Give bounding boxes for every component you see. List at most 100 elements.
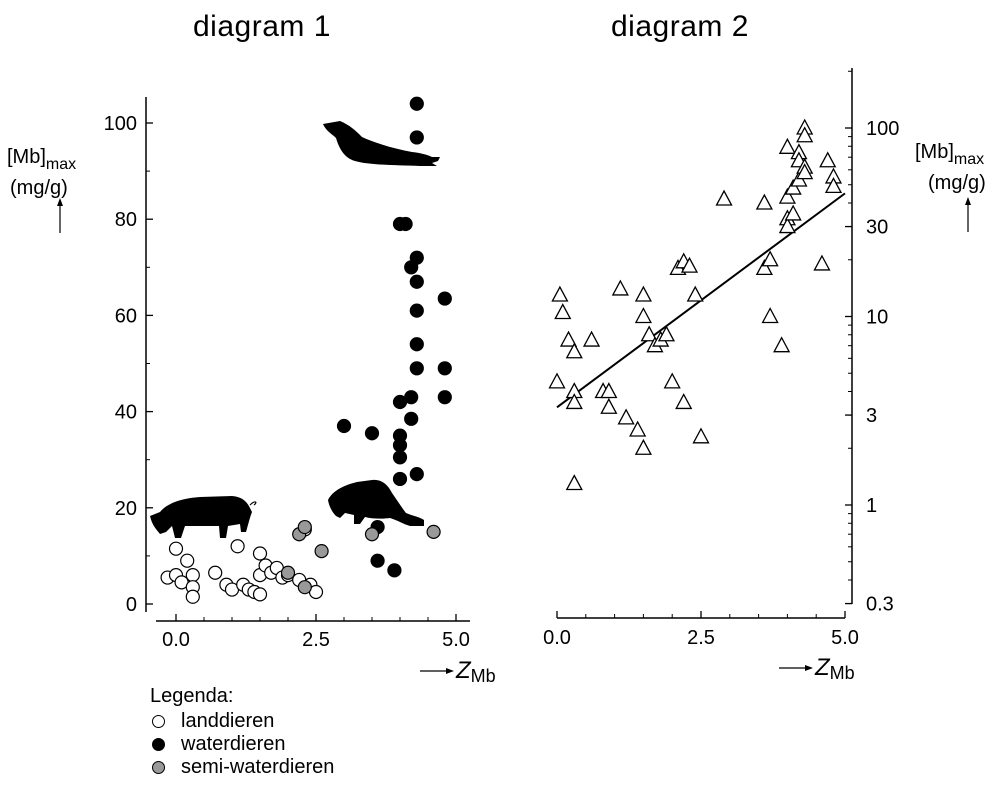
- ylabel-arrowhead: [57, 198, 63, 206]
- diagram-1-title: diagram 1: [193, 10, 331, 43]
- legend-label: waterdieren: [181, 733, 286, 755]
- data-point-triangle: [813, 254, 831, 271]
- ylabel-main: [Mb]: [7, 146, 46, 168]
- data-point-semi-waterdieren: [314, 543, 329, 559]
- svg-text:[Mb]max: [Mb]max: [915, 141, 984, 168]
- data-point-triangle: [554, 303, 572, 320]
- x-tick-label: 5.0: [442, 629, 470, 651]
- data-point-triangle: [582, 330, 601, 347]
- data-point-triangle: [784, 178, 802, 195]
- data-point-semi-waterdieren: [426, 524, 441, 539]
- data-point-waterdieren: [404, 260, 419, 275]
- data-point-triangle: [778, 137, 796, 154]
- data-point-triangle: [640, 325, 658, 342]
- data-point-triangle: [629, 420, 647, 437]
- beaver-silhouette: [328, 479, 424, 526]
- data-point-waterdieren: [437, 361, 452, 376]
- data-point-landdieren: [185, 589, 200, 604]
- data-point-landdieren: [230, 539, 245, 554]
- data-point-triangle: [617, 408, 635, 425]
- y-tick-label: 60: [115, 305, 137, 327]
- data-point-landdieren: [208, 565, 223, 580]
- data-point-semi-waterdieren: [297, 580, 312, 595]
- data-point-triangle: [796, 126, 814, 143]
- data-point-triangle: [548, 372, 566, 389]
- data-point-waterdieren: [409, 130, 424, 145]
- data-point-triangle: [755, 193, 773, 210]
- data-point-triangle: [565, 474, 583, 491]
- legend-marker-white: [152, 715, 165, 728]
- pig-silhouette: [150, 496, 257, 538]
- data-point-triangle: [680, 256, 699, 273]
- diagram-1-ylabel: [Mb]max (mg/g): [7, 146, 76, 233]
- ylabel-unit: (mg/g): [10, 177, 68, 199]
- diagram-2-xlabel: ZMb: [779, 654, 855, 683]
- legend-marker-black: [152, 738, 165, 751]
- data-point-triangle: [715, 189, 733, 206]
- data-point-waterdieren: [409, 303, 424, 318]
- data-point-semi-waterdieren: [297, 519, 312, 535]
- y-tick-label: 80: [115, 209, 137, 231]
- data-point-landdieren: [252, 546, 268, 561]
- data-point-waterdieren: [409, 337, 424, 352]
- legend-label: semi-waterdieren: [181, 756, 335, 778]
- y-tick-label: 0: [126, 594, 137, 616]
- xlabel-sub: Mb: [830, 663, 855, 683]
- legend-label: landdieren: [181, 710, 275, 732]
- data-point-waterdieren: [437, 291, 452, 306]
- data-point-landdieren: [185, 568, 200, 583]
- data-point-triangle: [796, 163, 814, 180]
- data-point-triangle: [663, 372, 681, 389]
- legend-item-landdieren: landdieren: [150, 710, 334, 733]
- data-point-landdieren: [168, 541, 184, 556]
- ylabel-sub: max: [954, 151, 984, 168]
- data-point-triangle: [784, 204, 802, 221]
- y-tick-label: 10: [866, 307, 888, 329]
- legend-item-waterdieren: waterdieren: [150, 733, 334, 756]
- data-point-waterdieren: [392, 450, 408, 465]
- data-point-triangle: [692, 427, 710, 444]
- data-point-triangle: [611, 279, 629, 296]
- ylabel-unit: (mg/g): [928, 172, 986, 194]
- y-tick-label: 20: [115, 498, 137, 520]
- y-tick-label: 40: [115, 402, 137, 424]
- data-point-triangle: [600, 397, 618, 414]
- data-point-triangle: [778, 187, 796, 204]
- x-tick-label: 5.0: [831, 627, 859, 649]
- data-point-triangle: [634, 285, 652, 302]
- data-point-triangle: [761, 250, 779, 267]
- data-point-waterdieren: [398, 216, 413, 232]
- diagram-2-plot: 0.3 1 3 10 30 100 0.0 2.5 5.0: [543, 68, 899, 649]
- data-point-triangle: [773, 336, 791, 353]
- data-point-triangle: [819, 151, 837, 168]
- xlabel-sub: Mb: [471, 666, 496, 686]
- legend-item-semi-waterdieren: semi-waterdieren: [150, 756, 334, 779]
- data-point-waterdieren: [404, 411, 419, 426]
- legend-marker-gray: [152, 761, 165, 774]
- data-point-waterdieren: [409, 274, 424, 289]
- y-tick-label: 1: [866, 495, 877, 517]
- diagram-2-title: diagram 2: [611, 10, 749, 43]
- data-point-waterdieren: [437, 390, 452, 405]
- data-point-waterdieren: [392, 471, 408, 487]
- data-point-semi-waterdieren: [280, 565, 296, 580]
- xlabel-main: Z: [814, 654, 831, 681]
- svg-text:[Mb]max: [Mb]max: [7, 146, 76, 173]
- y-tick-label: 100: [104, 113, 137, 135]
- data-point-triangle: [634, 438, 652, 455]
- data-point-triangle: [565, 393, 583, 410]
- svg-text:ZMb: ZMb: [455, 657, 496, 686]
- data-point-triangle: [778, 217, 796, 234]
- data-point-triangle: [634, 307, 652, 324]
- data-point-triangle: [600, 382, 618, 399]
- y-tick-label: 0.3: [866, 594, 894, 616]
- diagram-1-plot: 0 20 40 60 80 100 0.0 2.5 5.0: [104, 96, 470, 651]
- data-point-waterdieren: [336, 418, 352, 434]
- data-point-triangle: [565, 342, 583, 359]
- x-tick-label: 2.5: [687, 627, 715, 649]
- y-tick-label: 3: [866, 405, 877, 427]
- data-point-landdieren: [180, 553, 195, 568]
- data-point-waterdieren: [387, 563, 402, 578]
- data-point-waterdieren: [364, 426, 380, 441]
